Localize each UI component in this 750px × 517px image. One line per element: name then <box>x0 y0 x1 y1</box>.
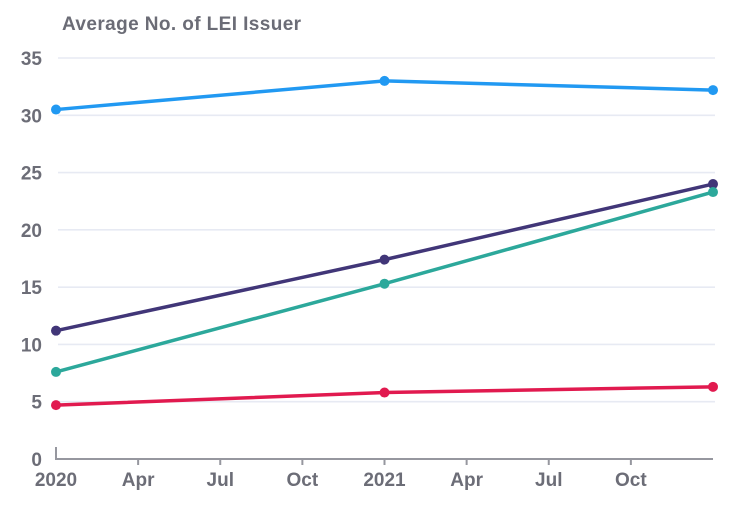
y-tick-label: 5 <box>31 393 42 414</box>
data-point-crimson <box>379 387 390 398</box>
data-point-crimson <box>51 400 61 411</box>
y-tick-label: 20 <box>21 221 42 242</box>
data-point-dark-purple <box>51 325 61 336</box>
y-tick-label: 25 <box>21 164 43 185</box>
x-tick-label: Apr <box>450 470 483 491</box>
y-tick-label: 0 <box>31 450 42 471</box>
x-tick-label: Jul <box>207 470 234 491</box>
x-tick-label: 2020 <box>35 470 77 491</box>
data-point-teal <box>379 278 390 289</box>
data-point-light-blue <box>379 75 390 86</box>
data-point-teal <box>708 187 718 198</box>
x-tick-label: Oct <box>615 470 647 491</box>
data-point-dark-purple <box>708 179 718 190</box>
x-tick-label: 2021 <box>363 470 406 491</box>
y-tick-label: 35 <box>21 49 43 70</box>
x-tick-label: Jul <box>535 470 562 491</box>
data-point-light-blue <box>708 85 718 96</box>
data-point-dark-purple <box>379 254 390 265</box>
data-point-teal <box>51 366 61 377</box>
data-point-crimson <box>708 381 718 392</box>
x-tick-label: Apr <box>122 470 155 491</box>
chart-title: Average No. of LEI Issuer <box>62 14 302 35</box>
y-tick-label: 10 <box>21 335 42 356</box>
data-point-light-blue <box>51 104 61 115</box>
y-tick-label: 15 <box>21 278 43 299</box>
x-tick-label: Oct <box>287 470 319 491</box>
y-tick-label: 30 <box>21 106 42 127</box>
